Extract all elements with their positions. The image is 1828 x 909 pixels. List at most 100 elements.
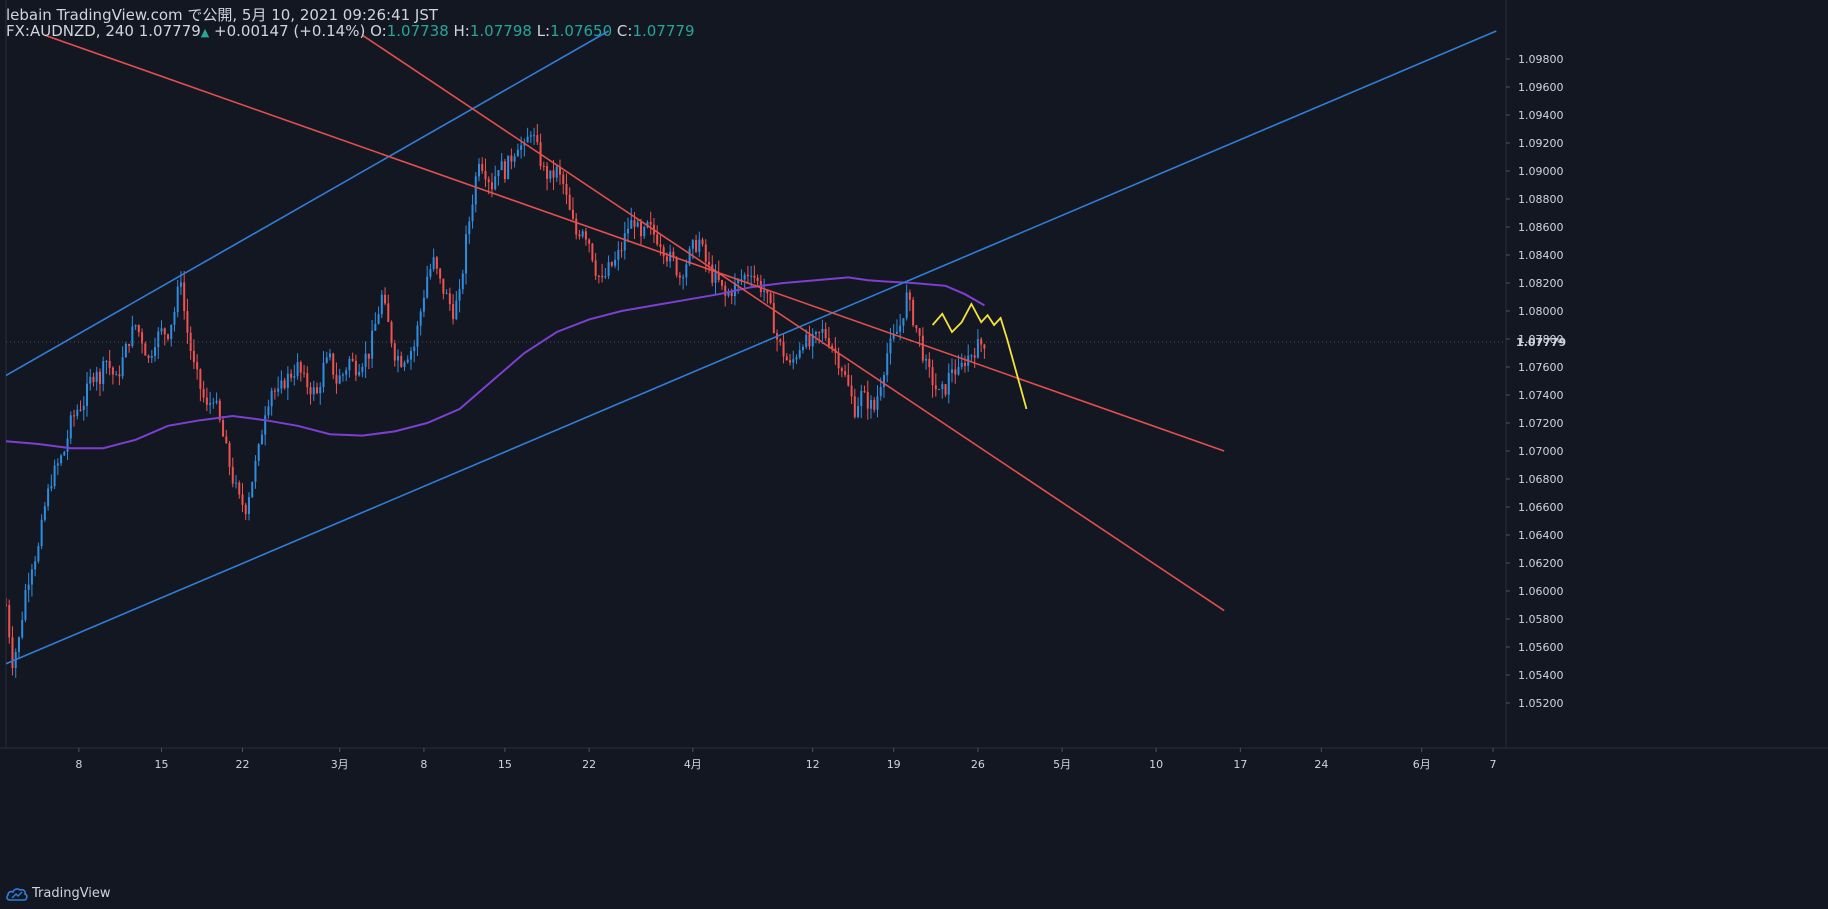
candle-body xyxy=(643,226,646,237)
candle-body xyxy=(558,166,561,175)
candle-body xyxy=(604,275,607,278)
candle-body xyxy=(954,369,957,375)
candle-body xyxy=(617,250,620,260)
candle-body xyxy=(452,304,455,320)
candle-body xyxy=(166,334,169,340)
last-price-label: 1.07779 xyxy=(1516,336,1566,349)
tradingview-brand: TradingView xyxy=(32,886,111,901)
tradingview-branding[interactable]: TradingView xyxy=(6,886,111,901)
x-tick-label: 15 xyxy=(498,758,512,771)
candle-body xyxy=(465,234,468,274)
candle-body xyxy=(669,251,672,262)
candle-body xyxy=(516,149,519,157)
candle-body xyxy=(361,366,364,372)
candle-body xyxy=(124,343,127,358)
candle-body xyxy=(584,231,587,240)
y-tick-label: 1.08200 xyxy=(1518,277,1564,290)
y-tick-label: 1.06600 xyxy=(1518,501,1564,514)
candle-body xyxy=(115,374,118,376)
candle-body xyxy=(111,367,114,375)
candle-body xyxy=(814,332,817,335)
x-tick-label: 5月 xyxy=(1053,758,1071,771)
candle-body xyxy=(688,248,691,265)
candle-body xyxy=(873,400,876,410)
candle-body xyxy=(627,228,630,234)
candle-body xyxy=(351,358,354,361)
candle-body xyxy=(737,279,740,283)
candle-body xyxy=(27,584,30,590)
candle-body xyxy=(131,326,134,347)
candle-body xyxy=(639,222,642,237)
candle-body xyxy=(390,321,393,344)
candle-body xyxy=(646,221,649,227)
candle-body xyxy=(882,375,885,388)
candle-body xyxy=(435,257,438,269)
candle-body xyxy=(241,494,244,505)
candle-body xyxy=(665,256,668,262)
candle-body xyxy=(578,234,581,237)
candle-body xyxy=(827,338,830,346)
y-tick-label: 1.09800 xyxy=(1518,53,1564,66)
candle-body xyxy=(354,360,357,376)
candle-body xyxy=(212,402,215,404)
candle-body xyxy=(157,331,160,348)
x-tick-label: 15 xyxy=(155,758,169,771)
x-tick-label: 10 xyxy=(1149,758,1163,771)
candle-body xyxy=(863,391,866,393)
candle-body xyxy=(448,293,451,305)
candle-body xyxy=(507,155,510,180)
candle-body xyxy=(293,376,296,378)
candle-body xyxy=(947,372,950,395)
candle-body xyxy=(183,282,186,312)
candle-body xyxy=(439,268,442,279)
candle-body xyxy=(406,359,409,363)
change-up-icon: ▲ xyxy=(200,26,210,39)
candle-body xyxy=(905,292,908,319)
candle-body xyxy=(21,619,24,638)
y-tick-label: 1.05200 xyxy=(1518,697,1564,710)
candle-body xyxy=(951,369,954,373)
candle-body xyxy=(309,387,312,395)
candle-body xyxy=(364,353,367,367)
x-tick-label: 12 xyxy=(806,758,820,771)
candle-body xyxy=(30,569,33,585)
candle-body xyxy=(34,561,37,570)
open-label: O: xyxy=(370,22,387,40)
y-tick-label: 1.08400 xyxy=(1518,249,1564,262)
candle-body xyxy=(215,400,218,403)
candle-body xyxy=(37,546,40,562)
candle-body xyxy=(795,357,798,360)
candle-body xyxy=(970,355,973,357)
candle-body xyxy=(662,247,665,257)
candle-body xyxy=(824,328,827,339)
candle-body xyxy=(808,334,811,347)
candle-body xyxy=(568,194,571,210)
publish-line: lebain TradingView.com で公開, 5月 10, 2021 … xyxy=(6,6,439,24)
candle-body xyxy=(79,409,82,411)
symbol-label: FX:AUDNZD, 240 xyxy=(6,22,134,40)
candle-body xyxy=(659,244,662,248)
candle-body xyxy=(163,328,166,335)
candle-body xyxy=(973,355,976,358)
candle-body xyxy=(562,174,565,184)
candle-body xyxy=(235,482,238,484)
candle-body xyxy=(277,388,280,392)
candle-body xyxy=(957,366,960,375)
candle-body xyxy=(918,328,921,336)
candle-body xyxy=(73,415,76,417)
candle-body xyxy=(144,343,147,356)
candle-body xyxy=(316,387,319,394)
candle-body xyxy=(199,369,202,390)
candle-body xyxy=(717,272,720,281)
candle-body xyxy=(267,406,270,416)
candle-body xyxy=(571,209,574,219)
x-tick-label: 6月 xyxy=(1413,758,1431,771)
y-tick-label: 1.08800 xyxy=(1518,193,1564,206)
candle-body xyxy=(335,374,338,384)
candle-body xyxy=(218,400,221,421)
candle-body xyxy=(260,434,263,445)
candle-body xyxy=(769,293,772,304)
moving-average-line xyxy=(6,276,985,450)
candle-body xyxy=(925,358,928,361)
